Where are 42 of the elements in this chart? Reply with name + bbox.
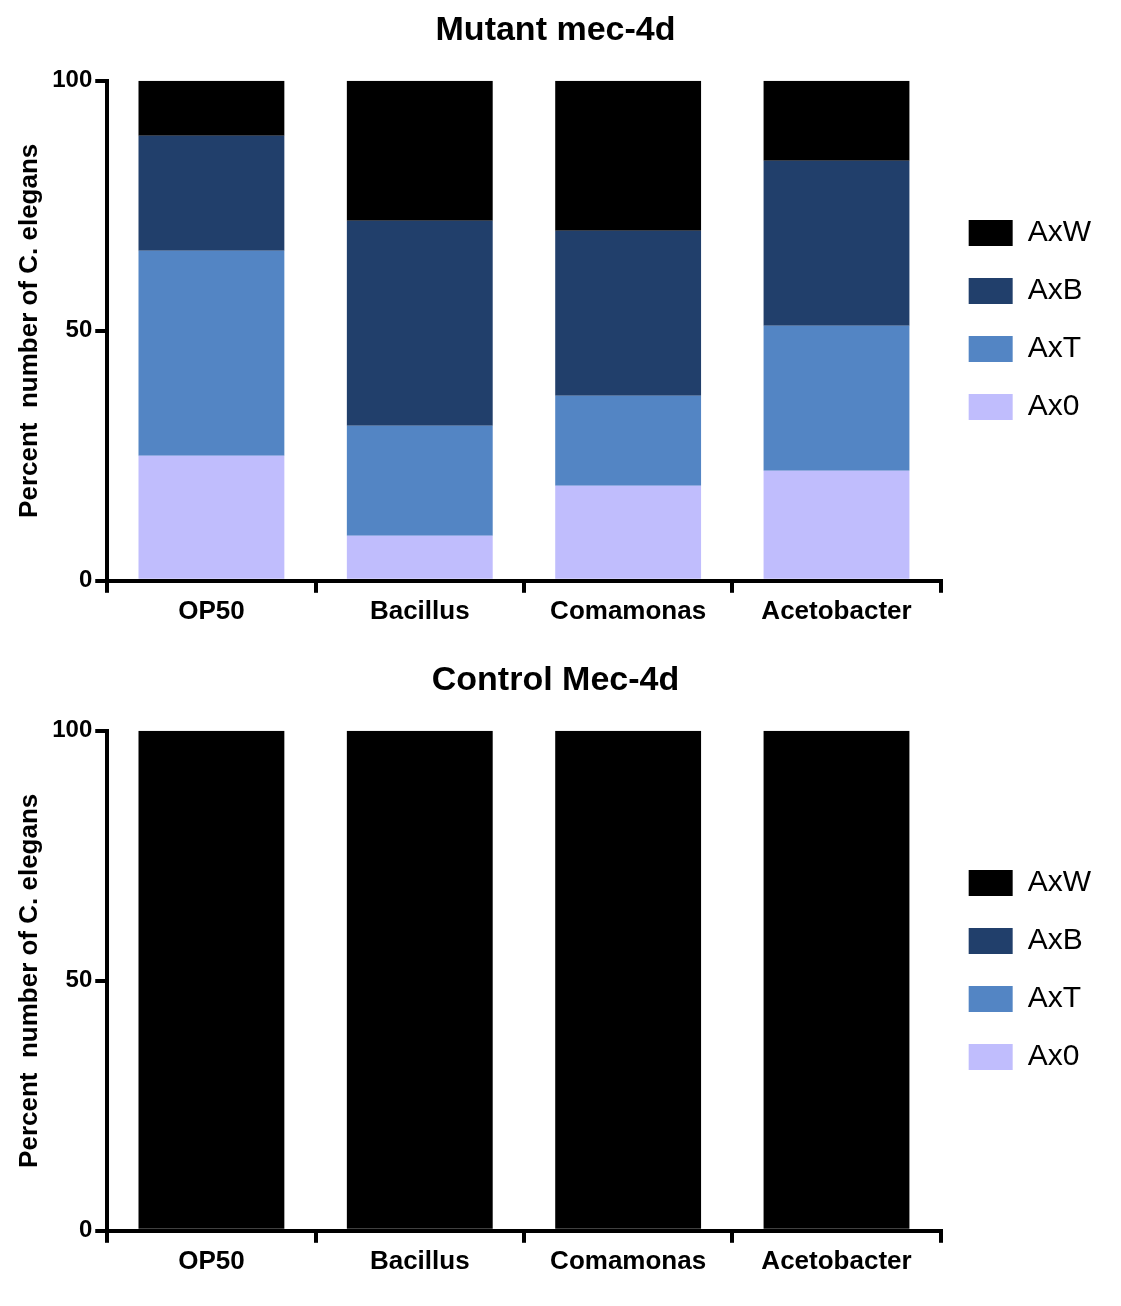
bar <box>346 80 493 221</box>
bar <box>138 135 285 251</box>
x-tick-label: Acetobacter <box>761 594 912 625</box>
y-tick-label: 50 <box>65 315 93 343</box>
legend-label: AxT <box>1027 980 1082 1014</box>
bar <box>555 230 702 396</box>
y-tick-label: 100 <box>52 65 93 93</box>
chart-title: Control Mec-4d <box>431 658 680 697</box>
legend-label: AxW <box>1027 864 1092 898</box>
y-axis-title: Percent number of C. elegans <box>12 143 43 518</box>
bar <box>346 535 493 579</box>
legend-label: AxW <box>1027 214 1092 248</box>
legend-label: Ax0 <box>1027 1038 1080 1072</box>
chart-title: Mutant mec-4d <box>435 8 676 47</box>
bar <box>138 80 285 136</box>
x-tick-label: Acetobacter <box>761 1244 912 1275</box>
x-tick-label: Comamonas <box>550 1244 707 1275</box>
bar <box>763 470 910 579</box>
y-tick-label: 0 <box>78 1215 93 1243</box>
bar <box>555 395 702 486</box>
bar <box>555 80 702 231</box>
legend-label: AxT <box>1027 330 1082 364</box>
bar <box>763 80 910 161</box>
y-tick-label: 50 <box>65 965 93 993</box>
y-tick-label: 0 <box>78 565 93 593</box>
x-tick-label: OP50 <box>178 594 245 625</box>
bar <box>763 325 910 471</box>
bar <box>138 250 285 456</box>
bar <box>346 220 493 426</box>
bar <box>555 485 702 579</box>
x-tick-label: Bacillus <box>369 594 470 625</box>
x-tick-label: Bacillus <box>369 1244 470 1275</box>
x-tick-label: OP50 <box>178 1244 245 1275</box>
x-tick-label: Comamonas <box>550 594 707 625</box>
legend-label: AxB <box>1027 272 1083 306</box>
bar <box>138 455 285 579</box>
y-tick-label: 100 <box>52 715 93 743</box>
legend-label: Ax0 <box>1027 388 1080 422</box>
bar <box>763 160 910 326</box>
y-axis-title: Percent number of C. elegans <box>12 793 43 1168</box>
legend-label: AxB <box>1027 922 1083 956</box>
bar <box>346 425 493 536</box>
